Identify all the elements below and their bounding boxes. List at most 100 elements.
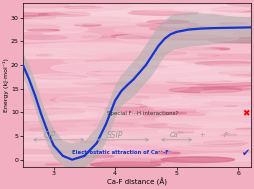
Circle shape	[23, 81, 189, 94]
Circle shape	[58, 136, 116, 140]
Circle shape	[9, 110, 122, 118]
Circle shape	[172, 143, 192, 145]
Circle shape	[162, 25, 188, 27]
Text: Special F···H interactions?: Special F···H interactions?	[107, 111, 179, 116]
Circle shape	[114, 111, 177, 116]
Circle shape	[76, 120, 194, 129]
Circle shape	[96, 0, 254, 11]
Circle shape	[83, 155, 114, 158]
Circle shape	[83, 102, 112, 104]
Circle shape	[82, 50, 124, 53]
Circle shape	[205, 114, 228, 116]
Circle shape	[42, 146, 76, 148]
Circle shape	[39, 12, 90, 16]
Circle shape	[63, 60, 86, 62]
Circle shape	[166, 79, 231, 84]
Circle shape	[179, 54, 206, 57]
Circle shape	[30, 108, 50, 109]
Circle shape	[0, 44, 166, 57]
Circle shape	[203, 48, 230, 50]
Circle shape	[43, 42, 161, 51]
Circle shape	[28, 103, 90, 108]
Circle shape	[227, 67, 253, 69]
Circle shape	[170, 137, 254, 149]
Circle shape	[195, 61, 254, 66]
Circle shape	[182, 96, 207, 98]
Circle shape	[0, 76, 103, 88]
Circle shape	[47, 5, 244, 21]
Circle shape	[21, 16, 130, 24]
Circle shape	[169, 127, 201, 129]
Circle shape	[169, 87, 242, 93]
Circle shape	[147, 20, 189, 23]
Circle shape	[165, 112, 212, 115]
Circle shape	[18, 74, 132, 83]
Circle shape	[102, 159, 170, 164]
Circle shape	[0, 5, 174, 21]
Circle shape	[0, 25, 88, 34]
Text: SSIP: SSIP	[107, 131, 123, 139]
Circle shape	[130, 65, 168, 68]
Circle shape	[185, 20, 254, 29]
Circle shape	[158, 152, 180, 154]
Circle shape	[45, 164, 62, 165]
Circle shape	[52, 103, 116, 108]
Circle shape	[65, 6, 102, 9]
Circle shape	[226, 142, 254, 146]
Circle shape	[0, 137, 75, 145]
Circle shape	[219, 22, 247, 25]
Circle shape	[72, 81, 132, 85]
Circle shape	[51, 62, 210, 74]
Circle shape	[150, 26, 215, 31]
Circle shape	[173, 131, 194, 133]
Circle shape	[173, 6, 250, 12]
Circle shape	[92, 147, 113, 149]
Circle shape	[141, 96, 254, 109]
Circle shape	[200, 90, 251, 94]
Circle shape	[228, 25, 243, 26]
Circle shape	[82, 36, 111, 38]
Circle shape	[202, 64, 254, 71]
Circle shape	[98, 41, 172, 46]
Circle shape	[15, 109, 85, 114]
Circle shape	[50, 98, 109, 102]
Text: CIP: CIP	[43, 131, 55, 139]
Circle shape	[140, 64, 254, 80]
Circle shape	[144, 124, 192, 128]
Circle shape	[48, 53, 106, 58]
Circle shape	[132, 69, 148, 71]
Circle shape	[8, 49, 120, 57]
Circle shape	[232, 81, 254, 84]
Circle shape	[4, 25, 60, 29]
Circle shape	[170, 90, 254, 101]
Circle shape	[204, 123, 254, 128]
Circle shape	[54, 112, 143, 119]
Circle shape	[0, 132, 54, 136]
Circle shape	[219, 71, 254, 74]
Circle shape	[27, 122, 40, 123]
Circle shape	[136, 22, 198, 27]
Circle shape	[213, 97, 254, 101]
Circle shape	[135, 96, 149, 98]
Circle shape	[124, 26, 254, 37]
Circle shape	[146, 52, 186, 55]
Circle shape	[177, 153, 254, 161]
Circle shape	[227, 2, 254, 6]
Circle shape	[197, 82, 254, 87]
Circle shape	[200, 65, 254, 72]
Circle shape	[93, 123, 144, 127]
Circle shape	[158, 5, 254, 16]
Circle shape	[27, 18, 98, 23]
Circle shape	[17, 150, 67, 154]
Text: ✖: ✖	[242, 109, 249, 118]
Circle shape	[164, 35, 225, 40]
Circle shape	[35, 132, 134, 140]
Circle shape	[228, 67, 254, 69]
Circle shape	[10, 155, 81, 161]
Circle shape	[197, 54, 219, 56]
Circle shape	[116, 33, 239, 43]
Circle shape	[0, 93, 133, 105]
Circle shape	[0, 21, 82, 29]
Circle shape	[188, 142, 244, 147]
Circle shape	[62, 72, 191, 82]
